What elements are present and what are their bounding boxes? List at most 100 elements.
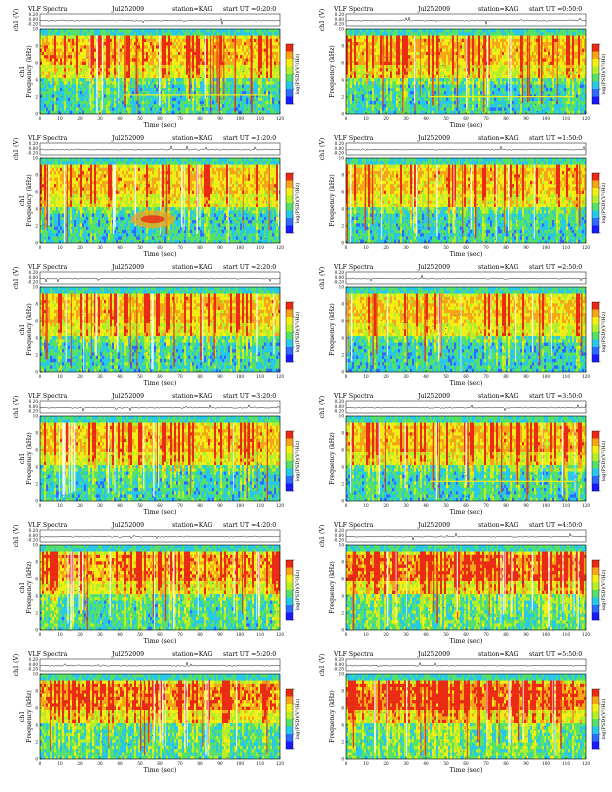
freq-tick-label: 2 [35,481,38,486]
panel-svg: VLF Spectra Jul252009 station=KAG start UT … [319,393,607,516]
waveform-tick-label: 0.20 [335,12,345,17]
time-axis-label: Time (sec) [450,251,483,258]
time-tick-label: 30 [403,632,409,637]
freq-tick-label: 2 [35,352,38,357]
time-tick-label: 20 [77,374,83,379]
time-tick-label: 40 [423,761,429,766]
freq-tick-label: 6 [341,576,344,581]
time-tick-label: 80 [197,116,203,121]
time-tick-label: 70 [177,374,183,379]
freq-tick-label: 10 [33,671,39,676]
waveform-trace [39,17,281,25]
time-tick-label: 120 [582,245,590,250]
freq-tick-label: 0 [35,756,38,761]
freq-axis-label: ch1Frequency (kHz) [19,561,33,614]
waveform-frame [39,400,281,414]
panel-station: station=KAG [478,6,519,13]
panel-title: VLF Spectra [333,651,374,658]
time-tick-label: 90 [523,503,529,508]
colorbar-label: log(PSD)(V²/Hz) [294,699,301,740]
freq-tick-label: 0 [35,627,38,632]
time-tick-label: 110 [562,245,570,250]
panel-date: Jul252009 [417,651,450,658]
time-tick-label: 70 [177,245,183,250]
time-tick-label: 0 [345,503,348,508]
time-tick-label: 60 [463,374,469,379]
panel-start-time: start UT =3:20:0 [223,393,276,400]
panel-svg: VLF Spectra Jul252009 station=KAG start UT … [13,264,301,387]
time-tick-label: 30 [403,374,409,379]
time-tick-label: 70 [483,245,489,250]
freq-tick-label: 10 [339,26,345,31]
freq-tick-label: 2 [341,352,344,357]
freq-tick-label: 8 [35,688,38,693]
freq-tick-label: 6 [35,60,38,65]
waveform-tick-label: 0.00 [335,404,345,409]
freq-tick-label: 2 [35,739,38,744]
panel-date: Jul252009 [417,6,450,13]
time-tick-label: 50 [137,374,143,379]
panel-title: VLF Spectra [333,264,374,271]
freq-tick-label: 0 [341,240,344,245]
time-tick-label: 70 [483,116,489,121]
time-tick-label: 50 [443,632,449,637]
freq-tick-label: 4 [35,464,38,469]
time-tick-label: 70 [483,503,489,508]
freq-tick-label: 4 [35,206,38,211]
waveform-tick-label: 0.00 [335,275,345,280]
time-tick-label: 100 [236,761,244,766]
spectrogram-image [40,158,281,244]
waveform-tick-label: -0.20 [27,22,38,27]
time-tick-label: 0 [39,632,42,637]
time-tick-label: 10 [57,374,63,379]
time-tick-label: 90 [523,632,529,637]
freq-tick-label: 8 [341,430,344,435]
spectrogram-panel: VLF Spectra Jul252009 station=KAG start UT … [306,520,612,648]
time-tick-label: 60 [157,761,163,766]
freq-tick-label: 6 [341,705,344,710]
waveform-ylabel: ch1 (V) [13,267,20,290]
time-axis-label: Time (sec) [450,122,483,129]
waveform-tick-label: 0.00 [335,146,345,151]
time-tick-label: 50 [137,632,143,637]
waveform-frame [345,529,587,543]
time-tick-label: 90 [217,761,223,766]
time-tick-label: 80 [197,632,203,637]
time-tick-label: 100 [542,374,550,379]
time-tick-label: 80 [503,116,509,121]
time-tick-label: 40 [117,632,123,637]
time-tick-label: 40 [117,761,123,766]
waveform-trace [345,661,587,668]
waveform-ylabel: ch1 (V) [319,525,326,548]
waveform-tick-label: 0.20 [29,399,39,404]
panel-station: station=KAG [172,522,213,529]
panel-svg: VLF Spectra Jul252009 station=KAG start UT … [13,393,301,516]
freq-axis-label: Frequency (kHz) [329,561,336,614]
waveform-tick-label: -0.20 [27,409,38,414]
freq-tick-label: 10 [339,284,345,289]
panel-svg: VLF Spectra Jul252009 station=KAG start UT … [13,522,301,645]
time-tick-label: 40 [423,374,429,379]
colorbar [285,301,294,363]
time-axis-label: Time (sec) [450,380,483,387]
time-tick-label: 110 [256,245,264,250]
freq-tick-label: 4 [35,593,38,598]
time-tick-label: 20 [77,116,83,121]
waveform-frame [39,529,281,543]
panel-date: Jul252009 [111,393,144,400]
time-tick-label: 100 [542,116,550,121]
waveform-frame [345,400,587,414]
waveform-trace [345,16,587,25]
colorbar-label: log(PSD)(V²/Hz) [600,570,607,611]
panel-svg: VLF Spectra Jul252009 station=KAG start UT … [319,264,607,387]
panel-start-time: start UT =4:20:0 [223,522,276,529]
time-tick-label: 40 [423,245,429,250]
freq-tick-label: 2 [35,223,38,228]
waveform-tick-label: 0.20 [335,270,345,275]
time-tick-label: 0 [345,374,348,379]
time-tick-label: 120 [582,761,590,766]
waveform-tick-label: 0.20 [29,141,39,146]
time-tick-label: 100 [542,761,550,766]
time-tick-label: 20 [77,503,83,508]
spectrogram-image [40,416,281,502]
